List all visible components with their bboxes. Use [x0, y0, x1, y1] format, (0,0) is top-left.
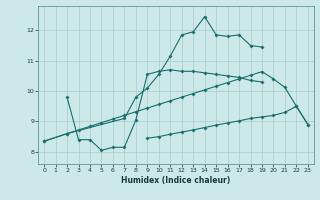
X-axis label: Humidex (Indice chaleur): Humidex (Indice chaleur) — [121, 176, 231, 185]
